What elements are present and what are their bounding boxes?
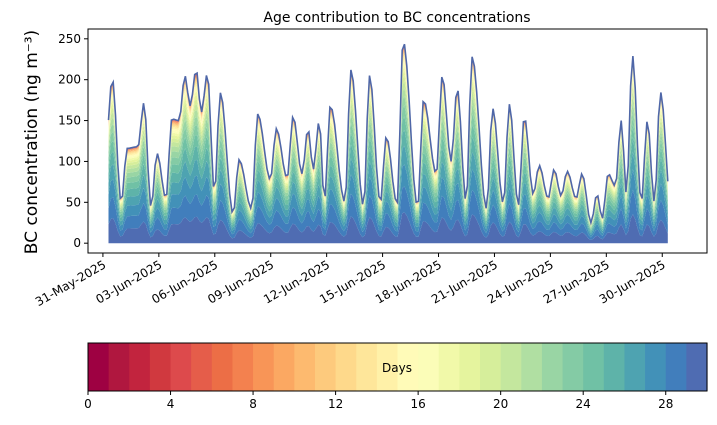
- plot-frame: [87, 28, 708, 254]
- colorbar-segment: [191, 343, 213, 391]
- y-tick-label: 150: [58, 114, 81, 128]
- y-tick-label: 100: [58, 154, 81, 168]
- colorbar-segment: [686, 343, 708, 391]
- colorbar-segment: [459, 343, 481, 391]
- colorbar-segment: [170, 343, 192, 391]
- colorbar-tick-label: 12: [328, 397, 343, 411]
- colorbar-segment: [376, 343, 399, 391]
- colorbar-segment: [583, 343, 605, 391]
- colorbar-segment: [356, 343, 378, 391]
- colorbar-tick-label: 0: [84, 397, 92, 411]
- colorbar-segment: [232, 343, 254, 391]
- colorbar-segment: [108, 343, 130, 391]
- colorbar-segment: [562, 343, 584, 391]
- colorbar-segment: [645, 343, 667, 391]
- colorbar-segment: [500, 343, 522, 391]
- colorbar-segment: [211, 343, 234, 391]
- colorbar-segment: [253, 343, 275, 391]
- colorbar-ticks: 0 4 8 12 16 20 24 28: [84, 391, 673, 411]
- colorbar-segment: [665, 343, 687, 391]
- y-tick-label: 200: [58, 73, 81, 87]
- colorbar-segment: [438, 343, 460, 391]
- colorbar-segment: [541, 343, 564, 391]
- age-stack-layers: [108, 44, 668, 244]
- colorbar-label: Days: [382, 361, 412, 375]
- y-tick-label: 50: [66, 195, 81, 209]
- x-axis: 31-May-202503-Jun-202506-Jun-202509-Jun-…: [33, 253, 668, 309]
- total-bc-line: [107, 43, 669, 226]
- y-tick-label: 250: [58, 32, 81, 46]
- colorbar-segment: [418, 343, 440, 391]
- colorbar-segment: [624, 343, 646, 391]
- y-axis-label: BC concentration (ng m⁻³): [22, 30, 42, 254]
- chart-title: Age contribution to BC concentrations: [263, 10, 530, 26]
- age-layer-day-1: [108, 186, 668, 240]
- colorbar-segment: [273, 343, 295, 391]
- y-tick-label: 0: [73, 236, 81, 250]
- colorbar-tick-label: 28: [658, 397, 673, 411]
- colorbar-tick-label: 24: [576, 397, 591, 411]
- colorbar-segment: [88, 343, 110, 391]
- colorbar-frame: [87, 342, 708, 392]
- colorbar-segment: [294, 343, 316, 391]
- colorbar-segment: [314, 343, 337, 391]
- colorbar-tick-label: 8: [249, 397, 257, 411]
- colorbar-tick-label: 20: [493, 397, 508, 411]
- colorbar-segment: [480, 343, 502, 391]
- colorbar-tick-label: 4: [167, 397, 175, 411]
- y-axis: 0 50 100 150 200 250: [58, 32, 88, 250]
- colorbar-segment: [129, 343, 151, 391]
- colorbar-segment: [603, 343, 626, 391]
- age-layer-day-0: [108, 212, 668, 244]
- colorbar-segment: [521, 343, 543, 391]
- colorbar-segment: [149, 343, 172, 391]
- age-colorbar: [88, 343, 708, 391]
- colorbar-tick-label: 16: [410, 397, 425, 411]
- colorbar-segment: [397, 343, 419, 391]
- colorbar-segment: [335, 343, 357, 391]
